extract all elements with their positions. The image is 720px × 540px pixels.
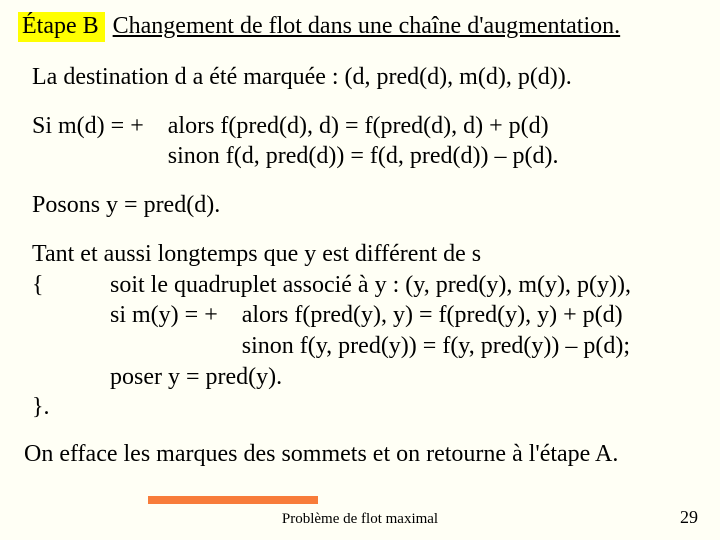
condition-block-1: Si m(d) = + alors f(pred(d), d) = f(pred… [32,111,702,172]
cond1-right: alors f(pred(d), d) = f(pred(d), d) + p(… [168,111,559,172]
loop-body: si m(y) = + alors f(pred(y), y) = f(pred… [32,300,702,392]
loop-open-brace: { [32,270,110,301]
loop-line-quadruplet: soit le quadruplet associé à y : (y, pre… [110,270,631,301]
footer-title: Problème de flot maximal [0,511,720,528]
loop-block: Tant et aussi longtemps que y est différ… [32,239,702,423]
cond2-left: si m(y) = + [110,300,218,361]
condition-block-2: si m(y) = + alors f(pred(y), y) = f(pred… [110,300,702,361]
body: La destination d a été marquée : (d, pre… [18,62,702,423]
cond1-else: sinon f(d, pred(d)) = f(d, pred(d)) – p(… [168,141,559,172]
cond2-right: alors f(pred(y), y) = f(pred(y), y) + p(… [242,300,630,361]
slide-title: Changement de flot dans une chaîne d'aug… [113,12,621,40]
accent-bar [148,496,318,504]
step-label: Étape B [18,12,105,42]
loop-header: Tant et aussi longtemps que y est différ… [32,239,702,270]
line-posons: Posons y = pred(d). [32,190,702,221]
title-row: Étape B Changement de flot dans une chaî… [18,12,702,42]
cond2-else: sinon f(y, pred(y)) = f(y, pred(y)) – p(… [242,331,630,362]
line-final: On efface les marques des sommets et on … [18,441,702,468]
line-destination: La destination d a été marquée : (d, pre… [32,62,702,93]
loop-close-brace: }. [32,392,702,423]
cond2-then: alors f(pred(y), y) = f(pred(y), y) + p(… [242,300,630,331]
cond1-left: Si m(d) = + [32,111,144,172]
loop-line-poser: poser y = pred(y). [110,362,702,393]
slide: Étape B Changement de flot dans une chaî… [0,0,720,540]
cond1-then: alors f(pred(d), d) = f(pred(d), d) + p(… [168,111,559,142]
page-number: 29 [680,507,698,528]
